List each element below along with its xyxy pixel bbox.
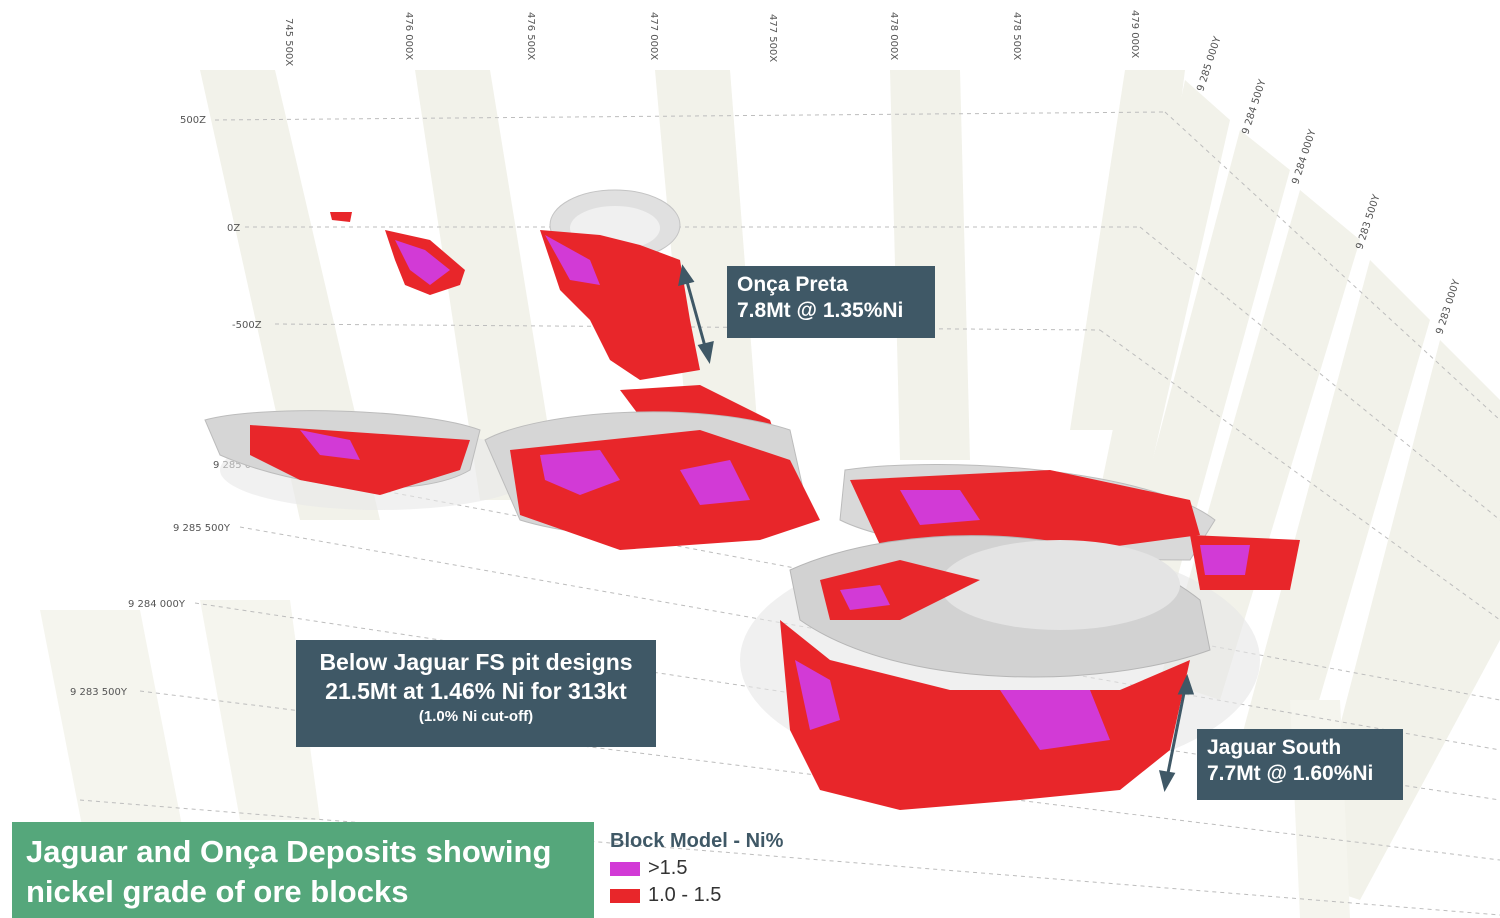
onca-depth-arrow — [684, 277, 708, 351]
x-axis-labels: 745 500X 476 000X 476 500X 477 000X 477 … — [283, 10, 1140, 66]
x-label: 745 500X — [283, 18, 294, 66]
y-label: 9 284 000Y — [128, 599, 186, 610]
callout-resource: 7.7Mt @ 1.60%Ni — [1207, 762, 1374, 786]
ore-body-jaguar-south — [780, 620, 1190, 810]
callout-arrows — [678, 264, 1195, 792]
x-label: 477 500X — [767, 14, 778, 62]
z-label: -500Z — [232, 320, 262, 331]
figure-title: Jaguar and Onça Deposits showing nickel … — [12, 822, 594, 918]
z-label: 500Z — [180, 115, 206, 126]
callout-deposit-name: Onça Preta — [737, 273, 848, 296]
legend-item: >1.5 — [610, 857, 840, 880]
legend-item: 1.0 - 1.5 — [610, 884, 840, 907]
x-label: 478 000X — [888, 12, 899, 60]
onca-preta-callout: Onça Preta 7.8Mt @ 1.35%Ni — [727, 266, 935, 338]
title-line: nickel grade of ore blocks — [26, 874, 409, 910]
below-pit-callout: Below Jaguar FS pit designs 21.5Mt at 1.… — [296, 640, 656, 747]
x-label: 478 500X — [1011, 12, 1022, 60]
y-label: 9 284 500Y — [1240, 77, 1268, 135]
y-label: 9 283 500Y — [1354, 192, 1382, 250]
x-label: 477 000X — [648, 12, 659, 60]
title-line: Jaguar and Onça Deposits showing — [26, 834, 552, 869]
z-label: 0Z — [227, 223, 240, 234]
legend-label: >1.5 — [648, 857, 688, 879]
callout-resource: 7.8Mt @ 1.35%Ni — [737, 299, 904, 323]
y-label: 9 284 000Y — [1290, 127, 1318, 185]
y-label: 9 283 000Y — [1434, 277, 1462, 335]
jaguar-south-callout: Jaguar South 7.7Mt @ 1.60%Ni — [1197, 729, 1403, 800]
callout-note: (1.0% Ni cut-off) — [418, 707, 534, 725]
legend-swatch-high — [610, 861, 640, 876]
legend: Block Model - Ni% >1.5 1.0 - 1.5 — [610, 830, 840, 918]
legend-title: Block Model - Ni% — [610, 830, 784, 852]
jaguar-south-depth-arrow — [1165, 687, 1187, 779]
x-label: 476 500X — [525, 12, 536, 60]
ore-pod — [330, 212, 352, 222]
z-axis-labels: 500Z 0Z -500Z — [180, 115, 262, 331]
callout-deposit-name: Jaguar South — [1207, 736, 1342, 759]
x-label: 476 000X — [403, 12, 414, 60]
y-label: 9 285 500Y — [173, 523, 231, 534]
callout-resource: 21.5Mt at 1.46% Ni for 313kt — [325, 677, 627, 704]
y-label: 9 285 000Y — [1195, 34, 1223, 92]
legend-swatch-mid — [610, 888, 640, 903]
y-label: 9 283 500Y — [70, 687, 128, 698]
ore-bodies — [204, 189, 1300, 810]
legend-label: 1.0 - 1.5 — [648, 884, 722, 906]
callout-heading: Below Jaguar FS pit designs — [319, 649, 633, 675]
x-label: 479 000X — [1129, 10, 1140, 58]
